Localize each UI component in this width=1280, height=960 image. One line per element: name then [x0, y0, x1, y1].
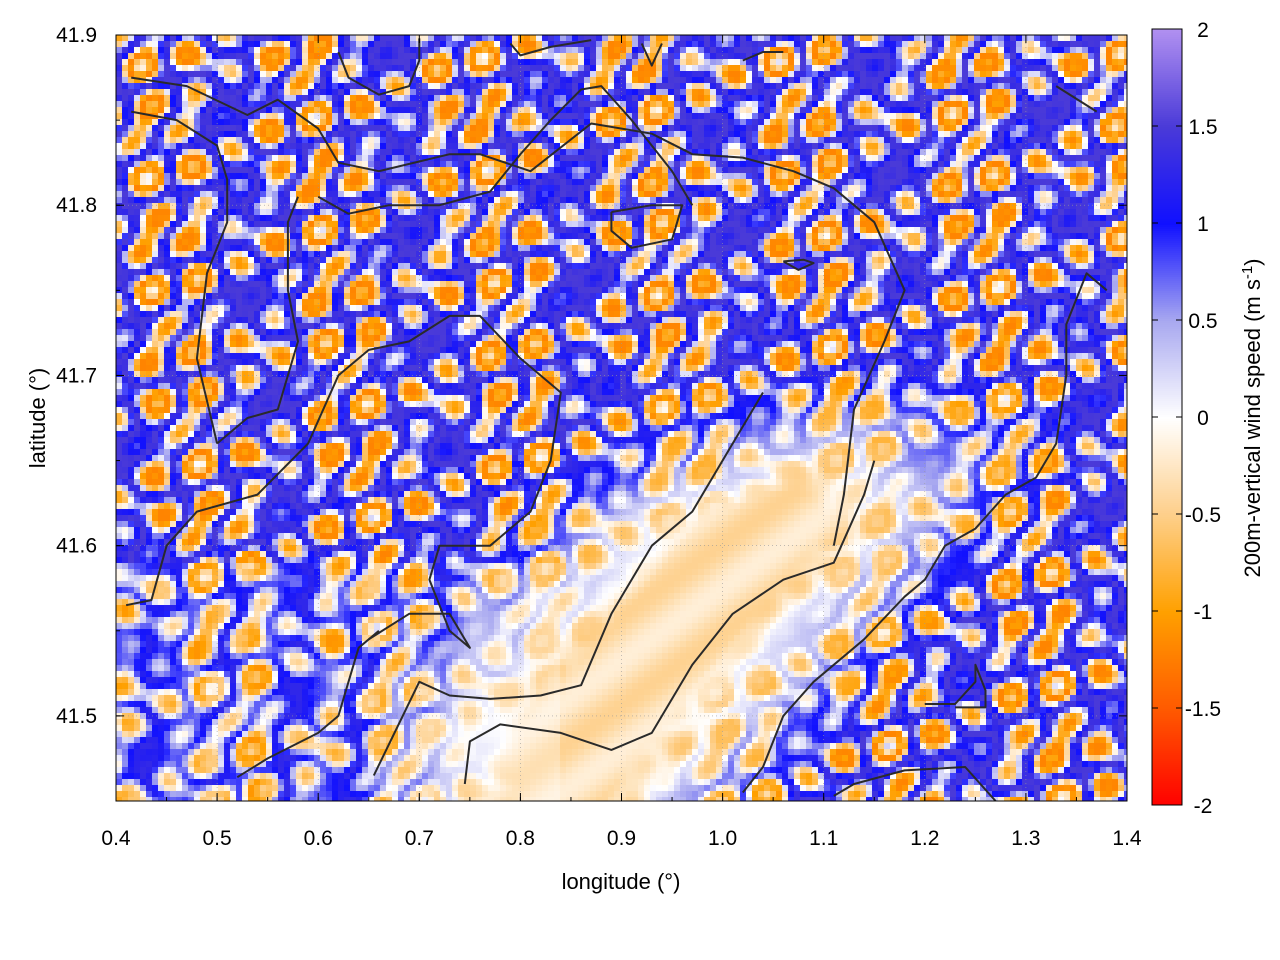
colorbar-tick-label: 0.5 [1188, 310, 1217, 333]
contour-line [236, 630, 380, 779]
colorbar-tick-label: -1 [1194, 601, 1213, 624]
colorbar-label-superscript: -1 [1239, 266, 1256, 279]
contour-line [509, 39, 592, 57]
x-axis-label: longitude (°) [562, 869, 681, 894]
y-tick-label: 41.8 [56, 194, 97, 217]
colorbar-tick-label: 0 [1197, 407, 1209, 430]
x-tick-label: 1.3 [1011, 827, 1040, 850]
x-tick-label: 0.7 [405, 827, 434, 850]
contour-line [131, 110, 229, 444]
contour-line [742, 272, 1108, 794]
colorbar-label-end: ) [1240, 258, 1265, 265]
x-axis-ticks: 0.4 0.5 0.6 0.7 0.8 0.9 1.0 1.1 1.2 1.3 1.4 [101, 35, 1142, 850]
contour-lines [125, 38, 1108, 801]
y-axis-label: latitude (°) [25, 368, 50, 469]
contour-line [317, 85, 694, 215]
y-tick-label: 41.7 [56, 364, 97, 387]
colorbar-tick-label: 1 [1197, 213, 1209, 236]
contour-line [372, 391, 764, 776]
colorbar: -2 -1.5 -1 -0.5 0 0.5 1 1.5 2 200m-vertical wind… [1151, 19, 1265, 818]
x-tick-label: 0.9 [607, 827, 636, 850]
x-tick-label: 1.2 [910, 827, 939, 850]
colorbar-tick-label: -2 [1194, 795, 1213, 818]
colorbar-ticks: -2 -1.5 -1 -0.5 0 0.5 1 1.5 2 [1152, 19, 1221, 818]
contour-line [337, 38, 421, 96]
colorbar-label: 200m-vertical wind speed (m s-1) [1239, 258, 1265, 577]
colorbar-tick-label: -1.5 [1185, 698, 1221, 721]
y-tick-label: 41.5 [56, 705, 97, 728]
colorbar-gradient [1152, 29, 1182, 806]
x-tick-label: 1.0 [708, 827, 737, 850]
colorbar-label-main: 200m-vertical wind speed (m s [1240, 279, 1265, 577]
colorbar-tick-label: 2 [1197, 19, 1209, 42]
heatmap-field [116, 35, 1127, 801]
y-tick-label: 41.6 [56, 535, 97, 558]
contour-line [742, 51, 784, 62]
contour-line [924, 663, 987, 709]
y-tick-label: 41.9 [56, 24, 97, 47]
colorbar-tick-label: 1.5 [1188, 116, 1217, 139]
x-tick-label: 0.6 [304, 827, 333, 850]
x-tick-label: 0.4 [101, 827, 131, 850]
x-tick-label: 0.8 [506, 827, 535, 850]
contour-line [782, 258, 815, 271]
contour-line [610, 204, 684, 249]
x-tick-label: 0.5 [202, 827, 231, 850]
contour-line [125, 314, 562, 649]
contour-line [131, 76, 906, 546]
contour-line [640, 43, 663, 67]
contour-line [833, 766, 997, 801]
contour-line [1055, 85, 1098, 113]
contour-line [216, 196, 299, 445]
y-axis-ticks: 41.5 41.6 41.7 41.8 41.9 [56, 24, 1127, 802]
x-tick-label: 1.1 [809, 827, 838, 850]
colorbar-tick-label: -0.5 [1185, 504, 1221, 527]
contour-line [463, 460, 876, 785]
x-tick-label: 1.4 [1112, 827, 1142, 850]
